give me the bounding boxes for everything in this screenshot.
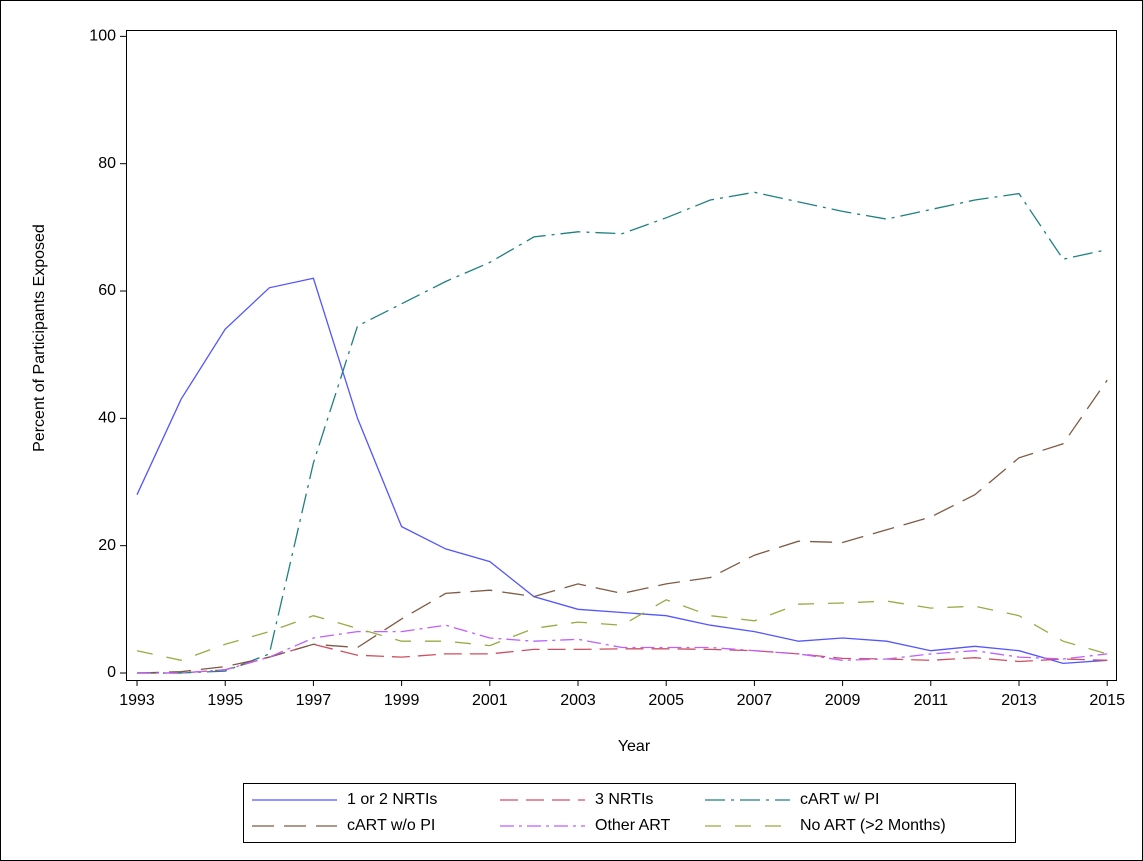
x-tick-label: 2007 [737, 692, 773, 709]
x-tick-label: 1997 [296, 692, 332, 709]
x-tick-label: 2001 [472, 692, 508, 709]
series-line [137, 624, 1108, 674]
legend-label: cART w/o PI [347, 817, 435, 834]
legend-label: No ART (>2 Months) [800, 817, 946, 834]
x-tick-label: 1999 [384, 692, 420, 709]
x-tick-label: 1995 [207, 692, 243, 709]
series-line [137, 191, 1108, 674]
y-tick-label: 0 [107, 664, 116, 681]
y-tick-label: 20 [98, 537, 116, 554]
series-line [136, 277, 1108, 665]
x-tick-label: 2005 [648, 692, 684, 709]
legend-label: 1 or 2 NRTIs [347, 791, 437, 808]
y-tick-label: 100 [89, 28, 116, 45]
legend-label: cART w/ PI [800, 791, 879, 808]
x-tick-label: 1993 [119, 692, 155, 709]
x-tick-label: 2009 [825, 692, 861, 709]
x-tick-label: 2015 [1089, 692, 1125, 709]
y-axis-label: Percent of Participants Exposed [31, 224, 48, 452]
x-axis-label: Year [618, 738, 651, 755]
x-tick-label: 2013 [1001, 692, 1037, 709]
y-tick-label: 40 [98, 410, 116, 427]
legend-label: 3 NRTIs [595, 791, 653, 808]
x-tick-label: 2003 [560, 692, 596, 709]
x-tick-label: 2011 [914, 692, 949, 709]
y-tick-label: 80 [98, 155, 116, 172]
series-line [136, 379, 1108, 674]
legend-box [243, 783, 1016, 843]
legend-label: Other ART [595, 817, 671, 834]
y-tick-label: 60 [98, 282, 116, 299]
plot-frame [126, 30, 1117, 681]
